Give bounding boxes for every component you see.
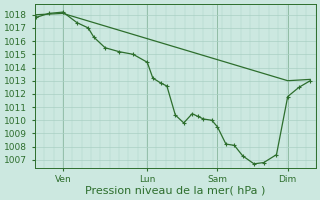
X-axis label: Pression niveau de la mer( hPa ): Pression niveau de la mer( hPa ) (85, 186, 266, 196)
